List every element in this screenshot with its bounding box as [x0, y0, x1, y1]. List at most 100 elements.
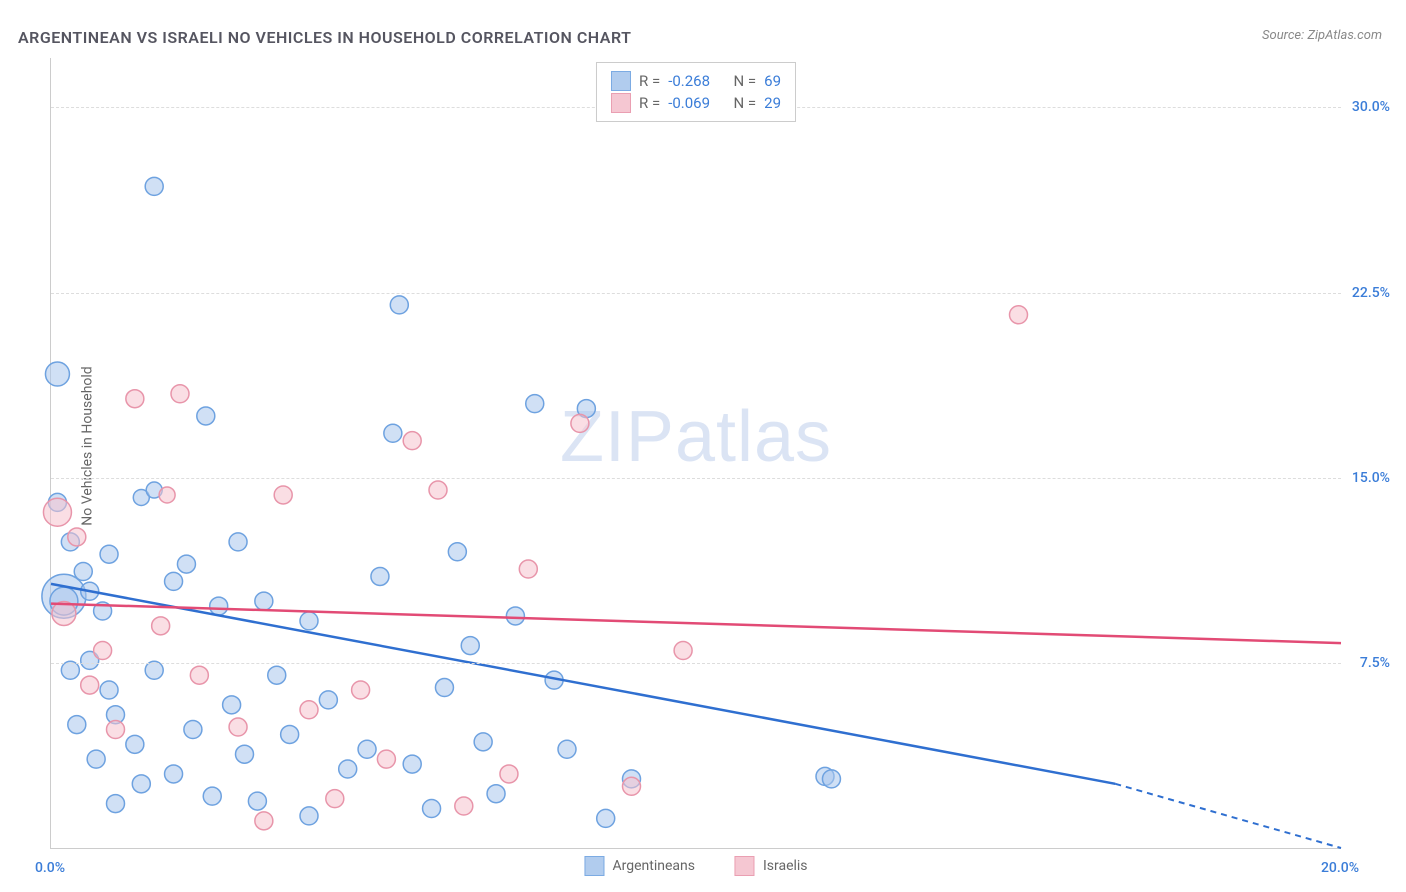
source-attribution: Source: ZipAtlas.com	[1262, 28, 1382, 43]
gridline	[51, 478, 1341, 479]
x-tick-label: 0.0%	[35, 860, 65, 876]
scatter-point-argentineans	[248, 792, 266, 810]
scatter-point-argentineans	[132, 775, 150, 793]
scatter-point-argentineans	[177, 555, 195, 573]
legend-bottom: Argentineans Israelis	[584, 856, 807, 876]
legend-label-israelis: Israelis	[763, 858, 808, 874]
n-value-argentineans: 69	[764, 72, 781, 90]
scatter-point-israelis	[377, 750, 395, 768]
scatter-point-israelis	[455, 797, 473, 815]
legend-label-argentineans: Argentineans	[612, 858, 694, 874]
r-value-israelis: -0.069	[668, 94, 710, 112]
scatter-point-israelis	[152, 617, 170, 635]
legend-item-israelis: Israelis	[735, 856, 808, 876]
r-label: R =	[639, 72, 660, 90]
r-value-argentineans: -0.268	[668, 72, 710, 90]
n-label: N =	[733, 72, 756, 90]
scatter-point-israelis	[519, 560, 537, 578]
scatter-point-argentineans	[461, 637, 479, 655]
legend-swatch-israelis	[611, 93, 631, 113]
scatter-point-argentineans	[597, 809, 615, 827]
scatter-point-argentineans	[300, 612, 318, 630]
scatter-point-argentineans	[145, 661, 163, 679]
x-tick-label: 20.0%	[1321, 860, 1359, 876]
scatter-point-argentineans	[448, 543, 466, 561]
chart-container: ARGENTINEAN VS ISRAELI NO VEHICLES IN HO…	[0, 0, 1406, 892]
scatter-point-argentineans	[435, 679, 453, 697]
scatter-point-argentineans	[339, 760, 357, 778]
scatter-point-argentineans	[165, 572, 183, 590]
scatter-point-israelis	[94, 642, 112, 660]
legend-stats-row: R = -0.069 N = 29	[611, 93, 781, 113]
scatter-point-argentineans	[145, 177, 163, 195]
scatter-point-argentineans	[100, 681, 118, 699]
legend-stats-row: R = -0.268 N = 69	[611, 71, 781, 91]
legend-item-argentineans: Argentineans	[584, 856, 694, 876]
scatter-point-israelis	[300, 701, 318, 719]
scatter-point-argentineans	[300, 807, 318, 825]
legend-swatch-israelis	[735, 856, 755, 876]
scatter-point-argentineans	[229, 533, 247, 551]
scatter-point-israelis	[171, 385, 189, 403]
scatter-point-argentineans	[197, 407, 215, 425]
scatter-point-argentineans	[184, 721, 202, 739]
scatter-point-israelis	[674, 642, 692, 660]
scatter-point-argentineans	[87, 750, 105, 768]
plot-svg	[51, 58, 1341, 848]
scatter-point-israelis	[159, 487, 175, 503]
scatter-point-argentineans	[384, 424, 402, 442]
regression-line-israelis	[51, 604, 1341, 644]
y-tick-label: 15.0%	[1352, 470, 1390, 486]
scatter-point-israelis	[126, 390, 144, 408]
scatter-point-israelis	[429, 481, 447, 499]
scatter-point-argentineans	[61, 661, 79, 679]
y-tick-label: 22.5%	[1352, 285, 1390, 301]
scatter-point-argentineans	[281, 725, 299, 743]
scatter-point-israelis	[326, 790, 344, 808]
r-label: R =	[639, 94, 660, 112]
legend-swatch-argentineans	[611, 71, 631, 91]
scatter-point-argentineans	[526, 395, 544, 413]
scatter-point-argentineans	[74, 563, 92, 581]
scatter-point-argentineans	[45, 362, 69, 386]
scatter-point-argentineans	[358, 740, 376, 758]
regression-line-argentineans	[51, 584, 1115, 784]
regression-line-dashed-argentineans	[1115, 784, 1341, 848]
gridline	[51, 293, 1341, 294]
plot-area: ZIPatlas R = -0.268 N = 69 R = -0.069 N …	[50, 58, 1341, 849]
scatter-point-israelis	[352, 681, 370, 699]
scatter-point-israelis	[255, 812, 273, 830]
scatter-point-israelis	[229, 718, 247, 736]
n-label: N =	[733, 94, 756, 112]
source-link[interactable]: ZipAtlas.com	[1307, 28, 1382, 43]
scatter-point-israelis	[190, 666, 208, 684]
scatter-point-argentineans	[68, 716, 86, 734]
scatter-point-argentineans	[203, 787, 221, 805]
scatter-point-argentineans	[107, 795, 125, 813]
scatter-point-israelis	[500, 765, 518, 783]
n-value-israelis: 29	[764, 94, 781, 112]
scatter-point-argentineans	[487, 785, 505, 803]
scatter-point-argentineans	[223, 696, 241, 714]
scatter-point-israelis	[43, 498, 71, 526]
scatter-point-argentineans	[236, 745, 254, 763]
scatter-point-israelis	[403, 432, 421, 450]
scatter-point-argentineans	[100, 545, 118, 563]
scatter-point-argentineans	[255, 592, 273, 610]
scatter-point-israelis	[571, 414, 589, 432]
source-label: Source:	[1262, 28, 1304, 43]
scatter-point-argentineans	[390, 296, 408, 314]
y-tick-label: 7.5%	[1360, 655, 1390, 671]
scatter-point-argentineans	[558, 740, 576, 758]
y-tick-label: 30.0%	[1352, 99, 1390, 115]
scatter-point-israelis	[107, 721, 125, 739]
scatter-point-argentineans	[165, 765, 183, 783]
scatter-point-argentineans	[268, 666, 286, 684]
scatter-point-argentineans	[423, 800, 441, 818]
scatter-point-israelis	[274, 486, 292, 504]
scatter-point-argentineans	[210, 597, 228, 615]
legend-stats-box: R = -0.268 N = 69 R = -0.069 N = 29	[596, 62, 796, 122]
scatter-point-argentineans	[506, 607, 524, 625]
scatter-point-argentineans	[822, 770, 840, 788]
chart-title: ARGENTINEAN VS ISRAELI NO VEHICLES IN HO…	[18, 28, 631, 47]
